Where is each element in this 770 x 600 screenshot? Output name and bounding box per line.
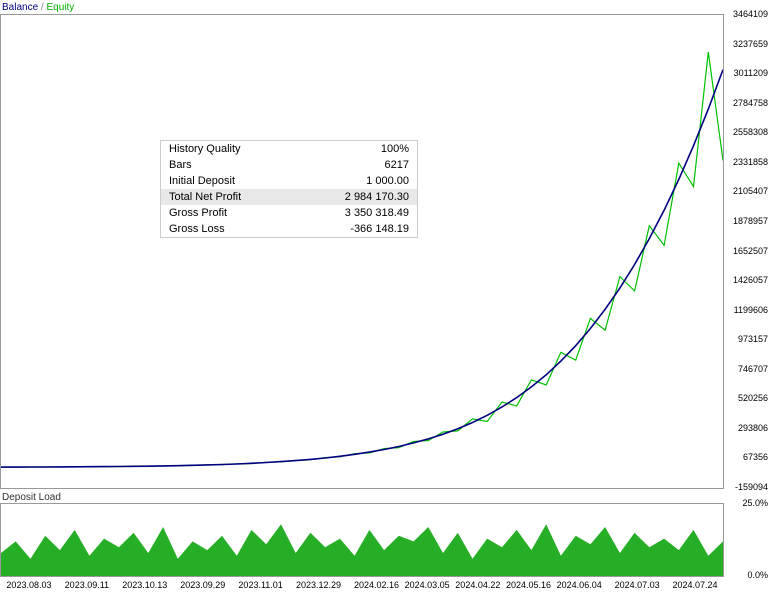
equity-label: Equity xyxy=(46,2,74,13)
x-tick: 2023.10.13 xyxy=(122,580,167,590)
x-tick: 2024.04.22 xyxy=(455,580,500,590)
stats-panel: History Quality 100% Bars 6217 Initial Depos… xyxy=(160,140,418,238)
y-tick: 3464109 xyxy=(733,9,768,19)
stats-key: Total Net Profit xyxy=(169,191,241,203)
y-tick: 2331858 xyxy=(733,157,768,167)
balance-label: Balance xyxy=(2,2,38,13)
stats-value: -366 148.19 xyxy=(350,223,409,235)
y-tick: 293806 xyxy=(738,423,768,433)
x-tick: 2024.05.16 xyxy=(506,580,551,590)
x-tick: 2024.07.03 xyxy=(615,580,660,590)
y-tick: 1878957 xyxy=(733,216,768,226)
stats-key: Gross Loss xyxy=(169,223,225,235)
chart-legend: Balance / Equity xyxy=(0,0,74,15)
y-tick: 2784758 xyxy=(733,98,768,108)
x-tick: 2024.02.16 xyxy=(354,580,399,590)
stats-row: Gross Loss -366 148.19 xyxy=(161,221,417,237)
stats-value: 1 000.00 xyxy=(366,175,409,187)
y-tick: 1199606 xyxy=(734,305,768,315)
y-tick: 746707 xyxy=(738,364,768,374)
y-tick: 1426057 xyxy=(733,275,768,285)
stats-value: 2 984 170.30 xyxy=(345,191,409,203)
stats-row: Gross Profit 3 350 318.49 xyxy=(161,205,417,221)
stats-key: Bars xyxy=(169,159,192,171)
y-tick: 2105407 xyxy=(733,186,768,196)
stats-key: Initial Deposit xyxy=(169,175,235,187)
main-y-axis: 3464109323765930112092784758255830823318… xyxy=(724,14,770,489)
stats-row: History Quality 100% xyxy=(161,141,417,157)
stats-value: 6217 xyxy=(385,159,409,171)
x-tick: 2023.08.03 xyxy=(6,580,51,590)
y-tick: 3011209 xyxy=(734,68,768,78)
main-chart xyxy=(0,14,724,489)
y-tick: 0.0% xyxy=(747,570,768,580)
stats-value: 100% xyxy=(381,143,409,155)
deposit-load-label: Deposit Load xyxy=(2,492,61,503)
x-tick: 2024.07.24 xyxy=(673,580,718,590)
y-tick: -159094 xyxy=(735,482,768,492)
y-tick: 1652507 xyxy=(733,246,768,256)
stats-value: 3 350 318.49 xyxy=(345,207,409,219)
y-tick: 520256 xyxy=(738,393,768,403)
y-tick: 67356 xyxy=(743,452,768,462)
x-tick: 2023.09.29 xyxy=(180,580,225,590)
y-tick: 25.0% xyxy=(742,498,768,508)
x-tick: 2023.11.01 xyxy=(238,580,282,590)
sub-chart xyxy=(0,503,724,577)
stats-row: Total Net Profit 2 984 170.30 xyxy=(161,189,417,205)
stats-row: Initial Deposit 1 000.00 xyxy=(161,173,417,189)
sub-chart-svg xyxy=(1,504,723,576)
stats-key: Gross Profit xyxy=(169,207,227,219)
y-tick: 973157 xyxy=(738,334,768,344)
main-chart-svg xyxy=(1,15,723,488)
x-tick: 2023.12.29 xyxy=(296,580,341,590)
y-tick: 3237659 xyxy=(733,39,768,49)
x-tick: 2024.03.05 xyxy=(405,580,450,590)
y-tick: 2558308 xyxy=(733,127,768,137)
stats-row: Bars 6217 xyxy=(161,157,417,173)
x-tick: 2024.06.04 xyxy=(557,580,602,590)
x-axis: 2023.08.03 2023.09.11 2023.10.13 2023.09.29… xyxy=(0,580,724,598)
stats-key: History Quality xyxy=(169,143,241,155)
sub-y-axis: 25.0%0.0% xyxy=(724,503,770,577)
x-tick: 2023.09.11 xyxy=(65,580,109,590)
